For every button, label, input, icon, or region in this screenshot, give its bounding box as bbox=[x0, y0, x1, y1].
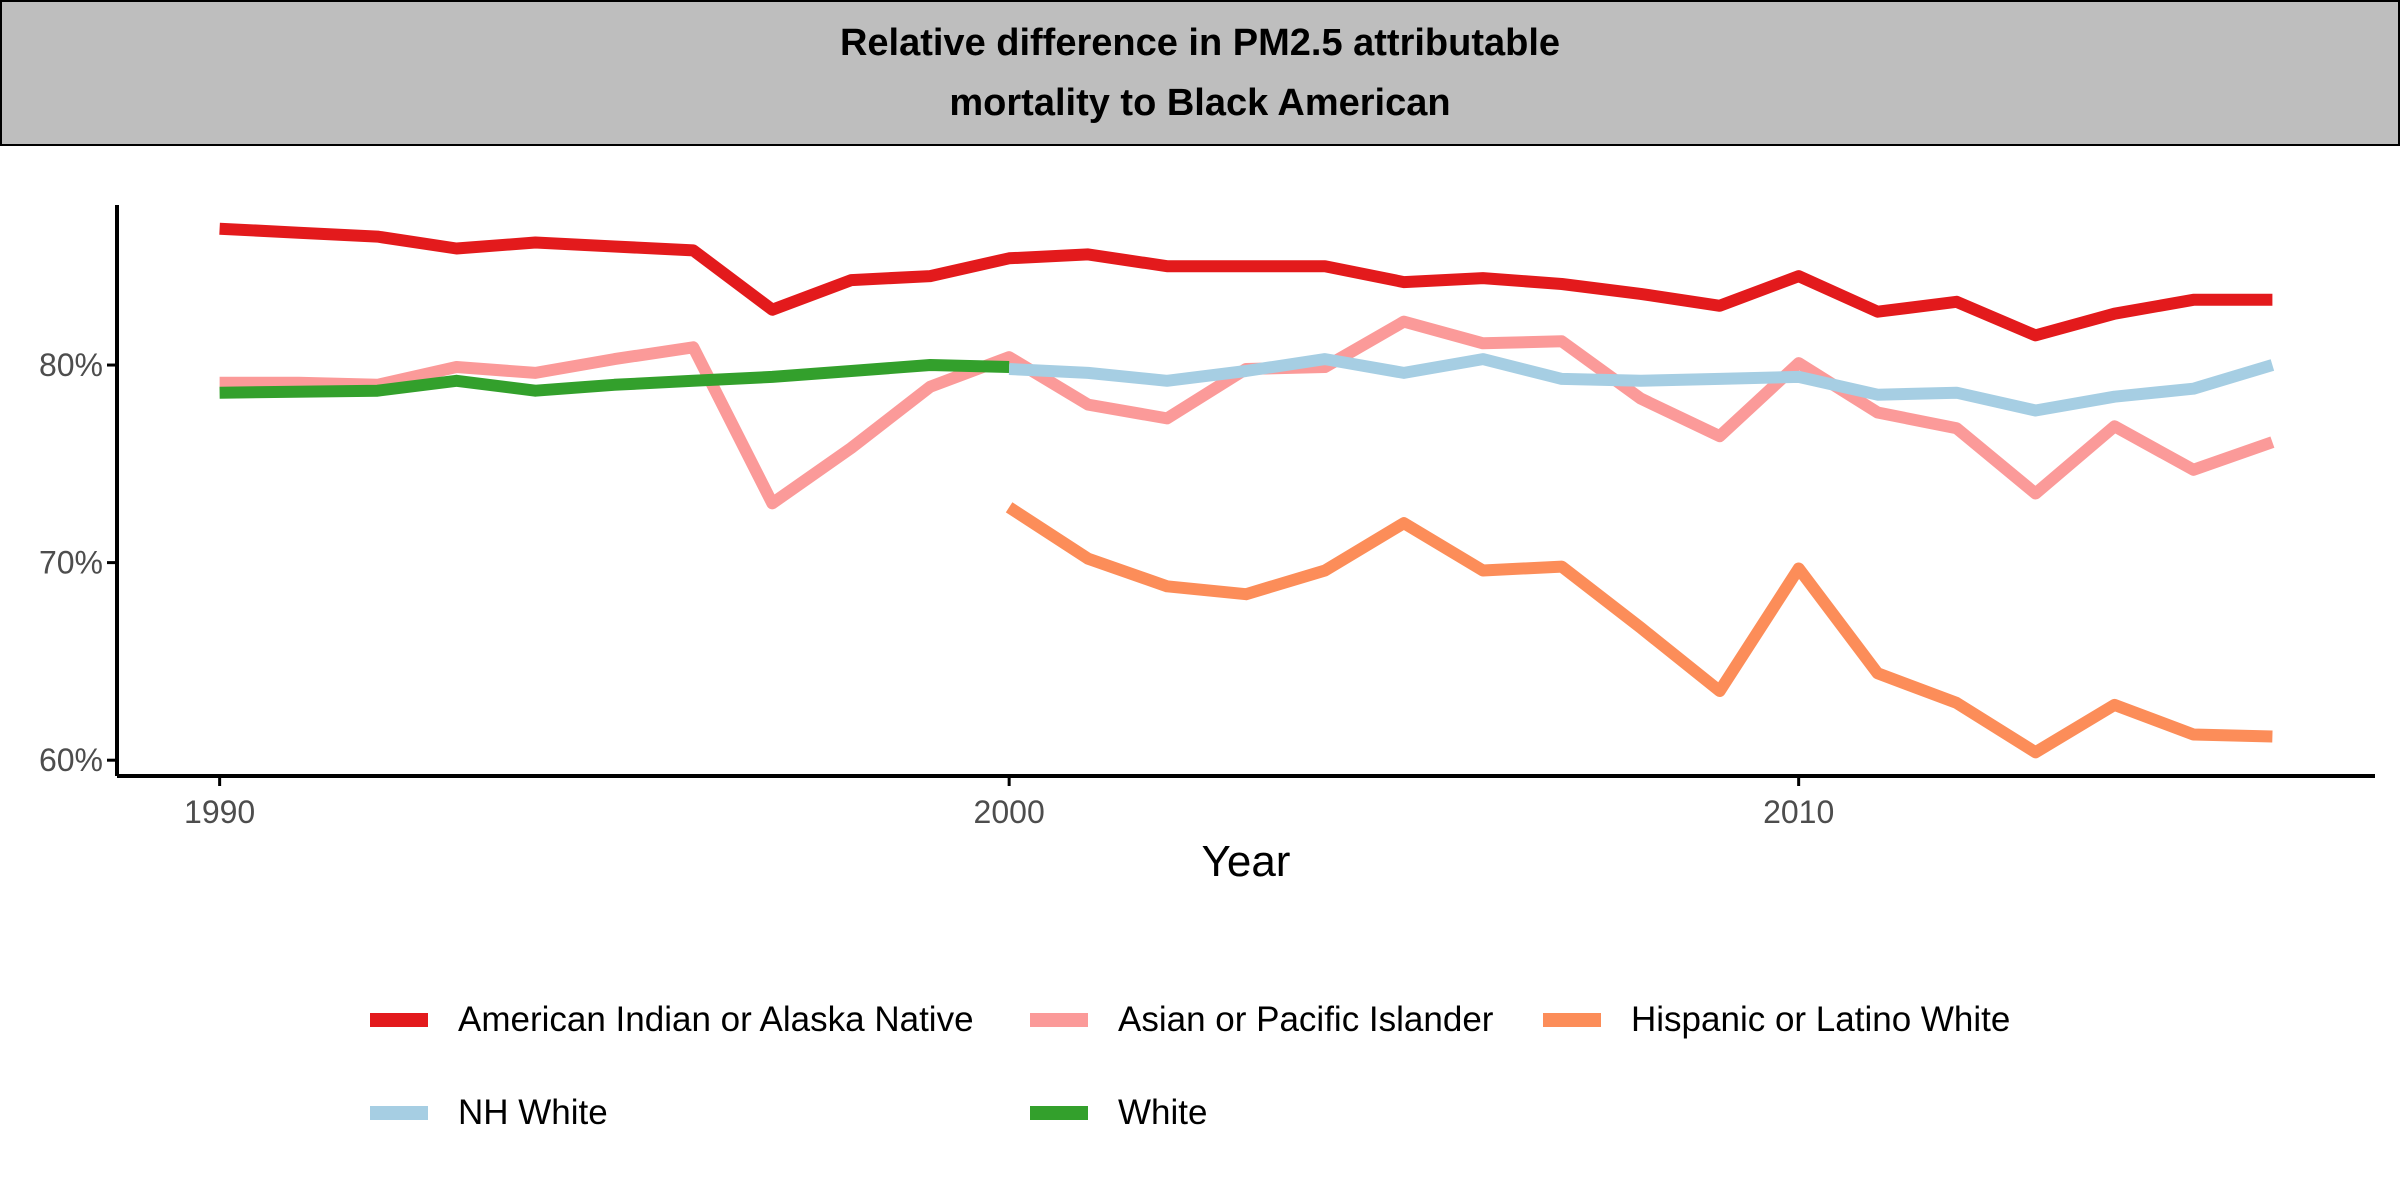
x-axis-title: Year bbox=[1202, 837, 1291, 886]
series-line-white bbox=[219, 359, 1010, 399]
legend-key-swatch bbox=[370, 1013, 428, 1027]
legend-label: American Indian or Alaska Native bbox=[458, 1000, 974, 1039]
y-axis-ticks: 60% 70% 80% bbox=[39, 347, 117, 778]
line-chart: 60% 70% 80% 1990 2000 2010 Year bbox=[39, 205, 2375, 886]
facet-strip: Relative difference in PM2.5 attributabl… bbox=[0, 0, 2400, 146]
legend-label: White bbox=[1118, 1093, 1208, 1132]
chart-title-line-1: Relative difference in PM2.5 attributabl… bbox=[839, 22, 1561, 64]
legend-key-swatch bbox=[370, 1106, 428, 1120]
series-line-american-indian-or-alaska-native bbox=[219, 222, 2273, 342]
series-lines bbox=[219, 222, 2275, 759]
x-tick-label: 1990 bbox=[184, 794, 255, 830]
series-line-nh-white bbox=[1008, 353, 2275, 417]
legend-item: Hispanic or Latino White bbox=[1543, 990, 2010, 1050]
legend-item: NH White bbox=[370, 1083, 608, 1143]
legend-key-swatch bbox=[1030, 1013, 1088, 1027]
legend-label: Hispanic or Latino White bbox=[1631, 1000, 2011, 1039]
legend-label: NH White bbox=[458, 1093, 608, 1132]
legend-key-swatch bbox=[1030, 1106, 1088, 1120]
series-line-hispanic-or-latino-white bbox=[1005, 502, 2273, 759]
y-tick-label: 70% bbox=[39, 545, 103, 581]
x-tick-label: 2000 bbox=[974, 794, 1045, 830]
legend-item: White bbox=[1030, 1083, 1207, 1143]
legend-key-swatch bbox=[1543, 1013, 1601, 1027]
y-tick-label: 60% bbox=[39, 742, 103, 778]
legend-item: American Indian or Alaska Native bbox=[370, 990, 974, 1050]
legend-item: Asian or Pacific Islander bbox=[1030, 990, 1493, 1050]
x-axis-ticks: 1990 2000 2010 bbox=[184, 776, 1834, 830]
legend-label: Asian or Pacific Islander bbox=[1118, 1000, 1494, 1039]
x-tick-label: 2010 bbox=[1763, 794, 1834, 830]
y-tick-label: 80% bbox=[39, 347, 103, 383]
series-line-asian-or-pacific-islander bbox=[219, 315, 2275, 510]
chart-title-line-2: mortality to Black American bbox=[949, 82, 1451, 124]
